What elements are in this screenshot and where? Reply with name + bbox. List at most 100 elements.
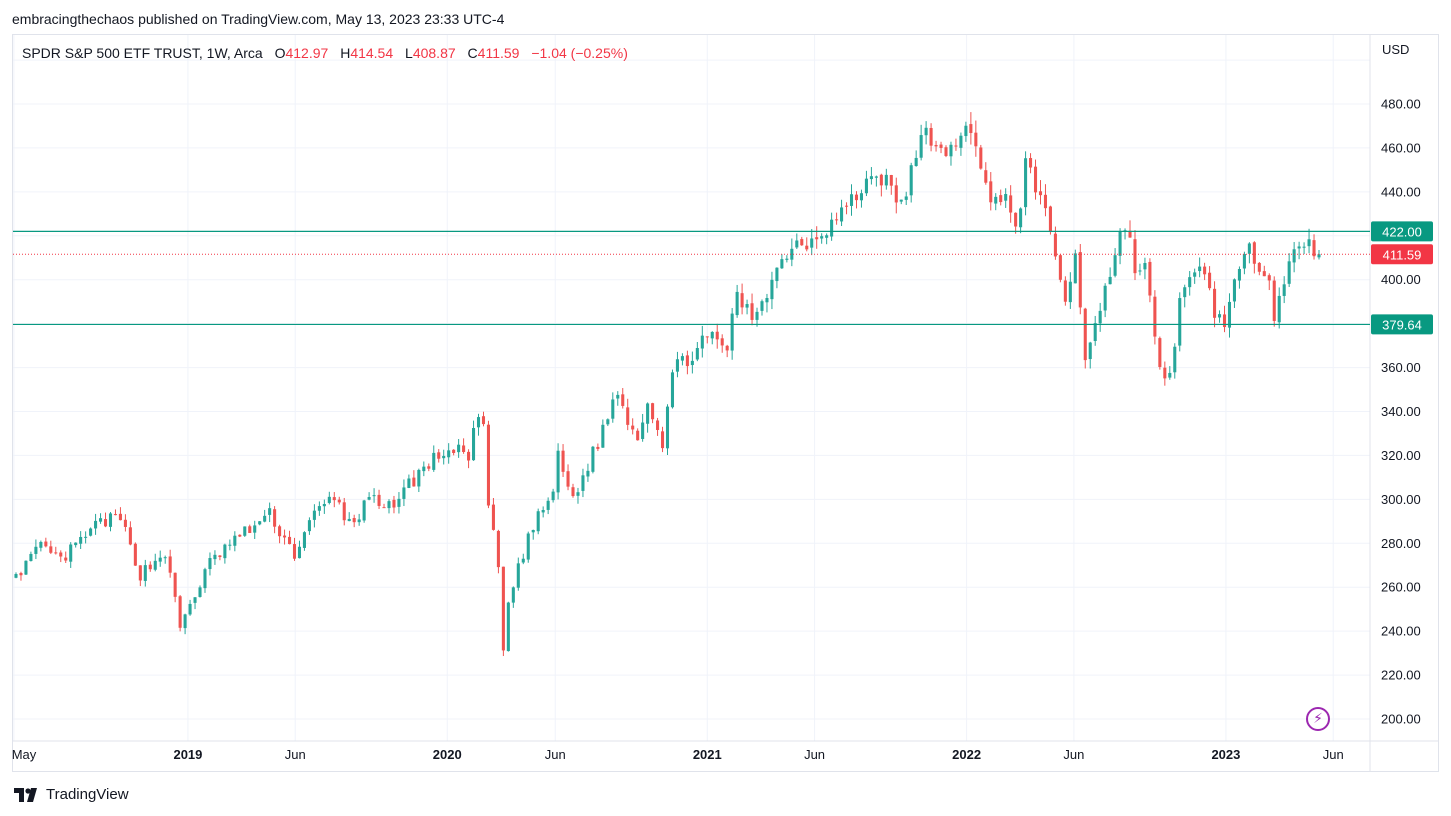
candle-body [1108,276,1112,285]
candle [24,560,28,575]
candle-body [64,557,68,561]
candle [89,527,93,537]
candle-body [576,492,580,496]
candle-body [1118,231,1122,256]
candle-body [959,135,963,148]
candle [362,499,366,523]
low-label: L [405,45,413,61]
lightning-icon[interactable]: ⚡ [1306,707,1330,731]
candle [153,553,157,572]
candle [1029,153,1033,174]
candle [1118,228,1122,265]
candle [999,189,1003,206]
candle-body [268,508,272,515]
candle [994,193,998,211]
tradingview-logo-icon [14,787,37,802]
candle-body [496,530,500,568]
candle [113,509,118,516]
candle-body [347,518,351,522]
candle-body [1128,230,1132,238]
candle [815,226,819,249]
candle-body [1297,246,1301,249]
candle-body [203,569,207,589]
candle-body [924,127,928,136]
candle [1004,188,1008,208]
candle [914,150,918,167]
candle-body [541,509,545,513]
candle-body [805,245,809,250]
candle-body [849,194,854,206]
horizontal-line-tag [1371,314,1433,335]
time-tick-label: 2021 [693,747,722,762]
candle [287,530,292,545]
candle-body [99,518,103,522]
currency-label[interactable]: USD [1382,42,1410,57]
candle-body [775,267,779,282]
candle-body [1203,266,1207,275]
candle-body [287,536,292,545]
candle-body [1183,287,1187,298]
candle [1014,212,1018,234]
candle [258,520,262,526]
ohlc-legend: SPDR S&P 500 ETF TRUST, 1W, Arca O412.97… [22,45,628,61]
candle-body [745,304,749,308]
candle-body [228,544,232,546]
candle [193,597,197,610]
price-tick-label: 220.00 [1381,668,1421,683]
candle [432,445,436,472]
candle [283,529,287,545]
candle-body [740,293,744,308]
candle-body [1073,253,1077,284]
candle-body [845,205,849,207]
price-tick-label: 200.00 [1381,712,1421,727]
candle [39,540,43,552]
candle-body [1317,254,1321,258]
candle-body [899,199,903,202]
candle-body [665,406,670,449]
candle [123,514,127,532]
candle [263,509,267,523]
candle-body [929,127,933,146]
candle-body [238,534,242,537]
candle [820,233,824,244]
candle [561,444,565,477]
candle [1178,292,1182,352]
candle [178,595,182,632]
candle [1183,284,1187,308]
candle-body [879,174,883,186]
candle-body [621,394,625,406]
candle-body [1247,243,1251,254]
candle [720,334,724,353]
candle [775,267,779,289]
candle [472,420,476,461]
candle [909,162,913,203]
candle-body [1009,195,1013,213]
candle [1043,184,1048,217]
candle [1063,276,1067,306]
horizontal-lines [13,230,1370,326]
candle [307,517,311,535]
candle-body [1242,253,1246,269]
candle [496,529,500,574]
candle-body [1068,281,1072,303]
candle [491,498,495,531]
candle [611,392,615,423]
candle [1267,273,1271,291]
candle [447,443,451,464]
candle [79,531,83,549]
candle-body [611,399,615,419]
candle-body [1277,295,1281,323]
candle [233,531,237,552]
candle [118,507,122,521]
candles [14,112,1321,657]
candle-body [24,560,28,575]
candle-body [651,403,655,420]
candle [417,468,421,493]
candle-body [561,450,565,472]
price-tick-label: 340.00 [1381,404,1421,419]
candle-body [1307,239,1311,247]
candle-body [44,541,48,547]
chart-frame[interactable] [12,34,1439,772]
candle [1168,366,1172,380]
